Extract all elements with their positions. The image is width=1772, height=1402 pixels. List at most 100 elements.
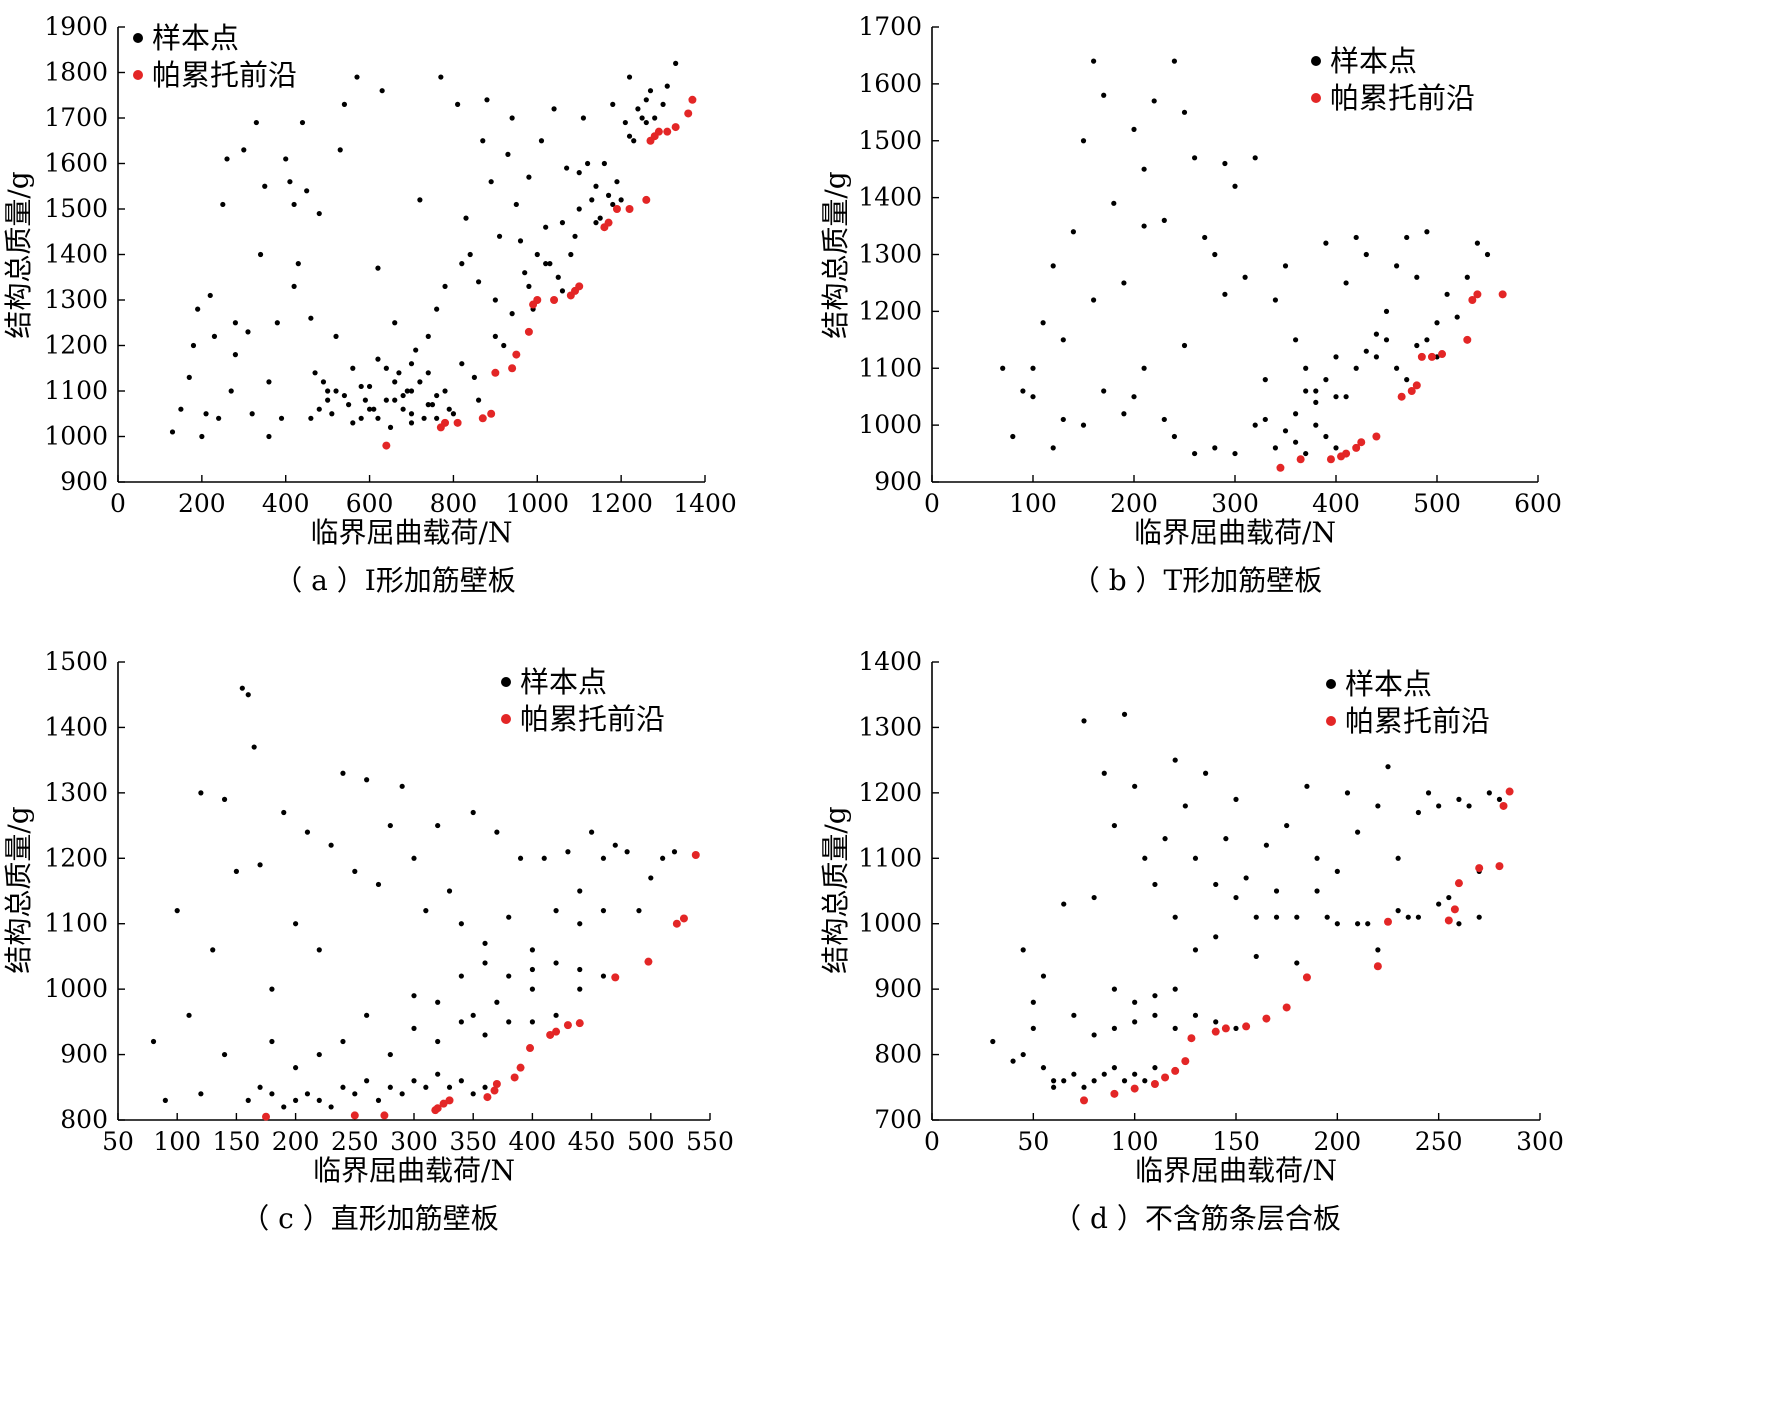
- y-tick-label: 1500: [44, 647, 108, 676]
- sample-point: [211, 333, 218, 339]
- sample-point: [287, 179, 293, 185]
- sample-point: [375, 1097, 382, 1103]
- sample-point: [408, 411, 415, 417]
- sample-point: [1171, 58, 1177, 64]
- sample-point: [631, 138, 637, 144]
- sample-point: [299, 119, 306, 126]
- sample-point: [207, 292, 213, 299]
- sample-point: [1253, 914, 1259, 920]
- sample-point: [1484, 251, 1491, 258]
- sample-point: [565, 849, 571, 855]
- sample-point: [529, 986, 536, 992]
- pareto-point: [533, 296, 542, 304]
- sample-point: [442, 283, 448, 289]
- sample-point: [1020, 388, 1026, 394]
- sample-point: [1081, 718, 1087, 724]
- sample-point: [1343, 280, 1349, 286]
- sample-point: [1353, 234, 1359, 241]
- sample-point: [257, 862, 263, 868]
- sample-point: [387, 424, 394, 430]
- sample-point: [178, 406, 184, 412]
- sample-point: [1373, 331, 1379, 337]
- y-tick-label: 1500: [44, 194, 108, 223]
- subplot-d: 700 800 900 1000 1100 1200 1300 1400 0 50 100 150 20…: [819, 647, 1564, 1235]
- sample-point: [216, 415, 222, 421]
- sample-point: [379, 88, 385, 94]
- sample-point: [396, 370, 402, 376]
- y-tick-label: 1300: [44, 285, 108, 314]
- y-tick-label: 1600: [858, 69, 922, 98]
- sample-point: [643, 97, 649, 103]
- sample-point: [639, 115, 645, 121]
- sample-point: [1303, 365, 1309, 371]
- sample-point: [245, 329, 251, 335]
- y-tick-label: 900: [60, 1040, 108, 1069]
- pareto-point: [1407, 387, 1416, 395]
- x-tick-label: 400: [509, 1127, 557, 1156]
- pareto-point: [1302, 973, 1311, 982]
- sample-point: [1436, 803, 1442, 809]
- pareto-point: [654, 127, 663, 136]
- sample-point: [1313, 388, 1319, 394]
- sample-point: [1171, 433, 1177, 440]
- sample-point: [459, 361, 465, 367]
- sample-point: [262, 183, 268, 189]
- sample-point: [392, 379, 398, 385]
- sample-point: [251, 744, 257, 750]
- sample-point: [1131, 126, 1137, 132]
- sample-point: [1375, 803, 1381, 809]
- pareto-point: [1352, 443, 1361, 452]
- pareto-point: [1282, 1003, 1291, 1012]
- pareto-point: [1499, 801, 1508, 810]
- sample-point: [506, 973, 512, 979]
- sample-point: [1486, 790, 1492, 796]
- sample-point: [1020, 947, 1026, 953]
- y-tick-label: 1200: [858, 296, 922, 325]
- sample-point: [1152, 1065, 1158, 1071]
- sample-point: [239, 685, 245, 691]
- sample-point: [293, 1097, 299, 1103]
- sample-point: [358, 383, 364, 390]
- legend-label-sample: 样本点: [1345, 667, 1432, 701]
- sample-point: [1415, 809, 1421, 816]
- x-tick-label: 300: [1211, 489, 1259, 518]
- x-tick-label: 550: [686, 1127, 734, 1156]
- sample-point: [404, 388, 410, 394]
- sample-point: [1242, 274, 1248, 280]
- sample-point: [228, 388, 234, 394]
- sample-point: [1273, 914, 1280, 920]
- y-axis-label: 结构总质量/g: [2, 806, 35, 973]
- y-tick-label: 1900: [44, 12, 108, 41]
- sample-point: [1030, 1025, 1036, 1031]
- sample-point: [618, 197, 624, 203]
- sample-point: [435, 1038, 441, 1045]
- y-tick-label: 1400: [858, 183, 922, 212]
- pareto-point: [644, 957, 653, 966]
- pareto-point: [1495, 862, 1504, 871]
- y-tick-label: 1200: [44, 843, 108, 872]
- x-tick-label: 200: [272, 1127, 320, 1156]
- pareto-point: [563, 1021, 572, 1030]
- sample-point: [1051, 1084, 1057, 1090]
- sample-point: [221, 1051, 228, 1058]
- subplot-caption: （ b ）T形加筋壁板: [1072, 564, 1322, 597]
- sample-point: [283, 156, 289, 162]
- pareto-point: [510, 1073, 519, 1082]
- sample-point: [501, 342, 507, 349]
- legend-label-pareto: 帕累托前沿: [1345, 704, 1490, 738]
- sample-point: [589, 829, 595, 835]
- sample-point: [446, 888, 453, 894]
- sample-point: [195, 306, 201, 312]
- pareto-point: [1475, 864, 1484, 873]
- sample-point: [411, 1078, 417, 1084]
- sample-point: [1192, 155, 1198, 161]
- sample-point: [245, 692, 251, 698]
- sample-point: [1161, 217, 1167, 223]
- sample-point: [605, 192, 612, 198]
- pareto-point: [1150, 1080, 1159, 1089]
- legend-label-pareto: 帕累托前沿: [520, 702, 665, 736]
- sample-point: [220, 201, 226, 208]
